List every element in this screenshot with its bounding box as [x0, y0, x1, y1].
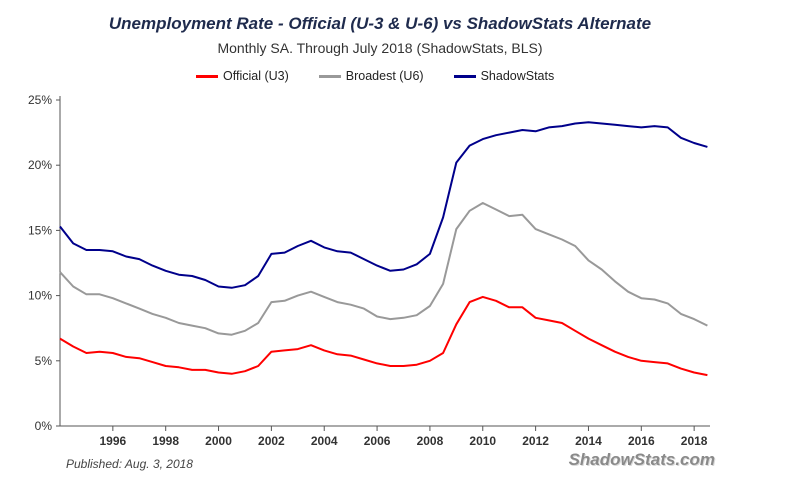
x-tick-label-2010: 2010 — [469, 434, 496, 448]
x-tick-label-2014: 2014 — [575, 434, 602, 448]
published-date: Published: Aug. 3, 2018 — [66, 457, 193, 471]
x-tick-label-2000: 2000 — [205, 434, 232, 448]
chart-subtitle: Monthly SA. Through July 2018 (ShadowSta… — [217, 40, 543, 56]
series-line-broadest-u6 — [59, 202, 708, 336]
legend-label-shadowstats: ShadowStats — [480, 69, 555, 83]
x-tick-label-2018: 2018 — [681, 434, 708, 448]
legend-label-broadest-u6: Broadest (U6) — [345, 69, 424, 83]
legend-swatch-shadowstats — [453, 74, 476, 78]
legend-label-official-u3: Official (U3) — [223, 69, 289, 83]
legend-item-shadowstats: ShadowStats — [453, 69, 555, 83]
x-tick-label-1996: 1996 — [99, 434, 126, 448]
y-tick-label-10: 10% — [28, 289, 52, 303]
x-tick-label-1998: 1998 — [152, 434, 179, 448]
x-tick-label-2006: 2006 — [364, 434, 391, 448]
y-tick-label-5: 5% — [35, 354, 53, 368]
y-tick-label-25: 25% — [28, 93, 52, 107]
chart-title: Unemployment Rate - Official (U-3 & U-6)… — [108, 14, 652, 33]
legend: Official (U3) Broadest (U6) ShadowStats — [196, 66, 584, 86]
brand-watermark: ShadowStats.com — [568, 450, 715, 469]
legend-swatch-broadest-u6 — [318, 74, 341, 78]
legend-swatch-official-u3 — [196, 74, 218, 78]
legend-item-broadest-u6: Broadest (U6) — [318, 69, 424, 83]
y-tick-label-15: 15% — [28, 223, 52, 237]
x-tick-label-2016: 2016 — [628, 434, 655, 448]
series-line-shadowstats — [59, 121, 708, 289]
x-tick-label-2008: 2008 — [417, 434, 444, 448]
legend-item-official-u3: Official (U3) — [196, 69, 289, 83]
series-line-official-u3 — [59, 295, 708, 377]
x-tick-label-2012: 2012 — [522, 434, 549, 448]
x-tick-label-2002: 2002 — [258, 434, 285, 448]
y-tick-label-0: 0% — [35, 419, 53, 433]
y-tick-label-20: 20% — [28, 158, 52, 172]
x-tick-label-2004: 2004 — [311, 434, 338, 448]
